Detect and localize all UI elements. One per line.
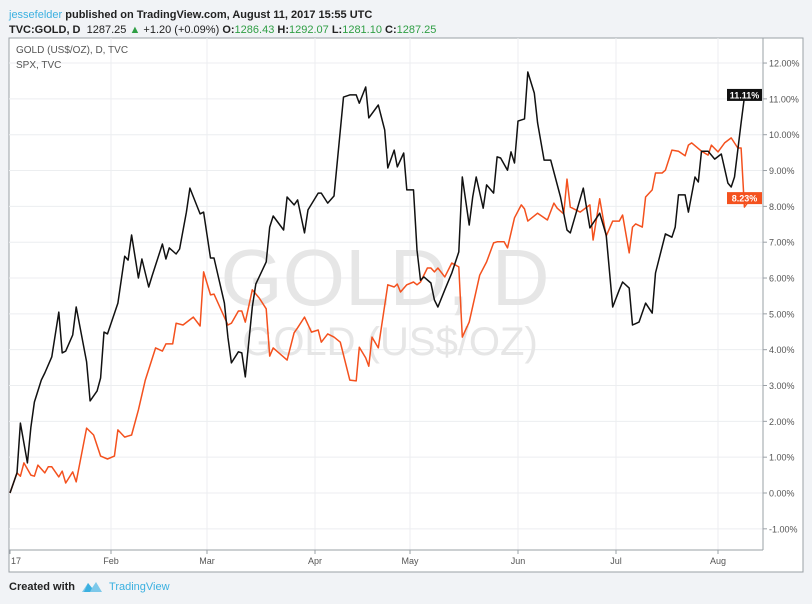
legend-item-gold[interactable]: GOLD (US$/OZ), D, TVC [16,45,129,56]
y-tick-label: 0.00% [769,489,795,499]
y-tick-label: 3.00% [769,381,795,391]
last-value-labels: 8.23% 11.11% [727,88,762,205]
y-tick-label: 2.00% [769,417,795,427]
last-value-badge [727,192,762,205]
watermark-description: GOLD (US$/OZ) [242,320,538,364]
y-tick-label: 5.00% [769,309,795,319]
open-value: 1286.43 [234,24,275,36]
footer: Created with TradingView [9,580,170,594]
grid [9,38,763,550]
x-tick-label: 17 [11,556,21,566]
low-label: L: [331,24,343,36]
triangle-up-icon: ▲ [129,24,141,36]
y-tick-label: -1.00% [769,524,798,534]
open-label: O: [222,24,235,36]
y-tick-label: 6.00% [769,274,795,284]
x-tick-label: Apr [308,556,322,566]
watermark-symbol: GOLD, D [221,233,550,322]
price-axis[interactable]: 12.00% 11.00% 10.00% 9.00% 8.00% 7.00% 6.00% 5.… [763,59,800,535]
x-tick-label: Jul [610,556,622,566]
publish-text: published on TradingView.com, August 11,… [65,9,373,21]
author-link[interactable]: jessefelder [9,9,63,21]
high-label: H: [277,24,289,36]
y-tick-label: 7.00% [769,238,795,248]
time-axis[interactable]: 17 Feb Mar Apr May Jun Jul Aug [9,550,726,566]
high-value: 1292.07 [288,24,329,36]
tradingview-logo-icon [82,582,103,592]
x-tick-label: Aug [710,556,726,566]
last-value-label: 11.11% [730,90,760,100]
low-value: 1281.10 [342,24,382,36]
close-value: 1287.25 [396,24,437,36]
last-value-badge [727,88,762,101]
chart-frame [8,37,804,573]
series-lines [9,71,752,494]
x-tick-label: Jun [511,556,526,566]
symbol-name: TVC:GOLD, D [9,24,81,36]
series-line-gold [9,71,752,494]
y-tick-label: 8.00% [769,202,795,212]
legend-item-spx[interactable]: SPX, TVC [16,60,62,71]
symbol-info: TVC:GOLD, D 1287.25 ▲ +1.20 (+0.09%) O:1… [9,24,436,36]
tradingview-brand-link[interactable]: TradingView [109,581,170,593]
y-tick-label: 12.00% [769,59,800,69]
y-tick-label: 4.00% [769,345,795,355]
x-tick-label: Mar [199,556,215,566]
y-tick-label: 10.00% [769,130,800,140]
x-tick-label: Feb [103,556,119,566]
publish-info: jessefelder published on TradingView.com… [9,9,372,21]
close-label: C: [385,24,397,36]
y-tick-label: 1.00% [769,453,795,463]
x-tick-label: May [401,556,419,566]
last-price: 1287.25 [86,24,127,36]
y-tick-label: 9.00% [769,166,795,176]
created-with-text: Created with [9,581,76,593]
price-change: +1.20 (+0.09%) [143,24,220,36]
series-line-spx [9,137,752,494]
last-value-label: 8.23% [732,194,758,204]
y-tick-label: 11.00% [769,94,799,104]
